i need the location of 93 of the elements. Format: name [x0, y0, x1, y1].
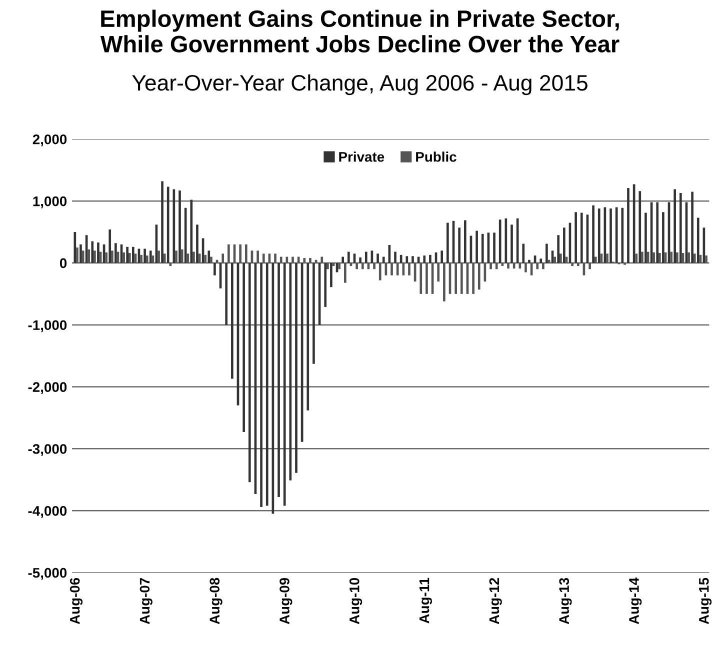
bar: [540, 258, 542, 263]
bar: [242, 262, 245, 432]
bar: [225, 262, 228, 325]
x-tick-label: Aug-12: [489, 578, 502, 624]
bar: [74, 232, 76, 263]
x-tick-label: Aug-10: [349, 578, 362, 624]
x-tick-label: Aug-08: [210, 578, 222, 624]
bar: [406, 256, 408, 263]
bar: [476, 230, 478, 263]
bar: [423, 256, 426, 263]
bar: [364, 252, 368, 263]
bar: [592, 205, 594, 263]
bar: [149, 250, 152, 263]
bar: [615, 207, 618, 263]
bar: [266, 262, 268, 506]
bar: [161, 181, 164, 263]
bar: [208, 250, 210, 263]
bar: [132, 246, 134, 263]
x-tick-label: Aug-11: [420, 578, 432, 624]
bar: [248, 262, 251, 482]
y-tick-label: -1,000: [28, 320, 67, 332]
bar: [510, 224, 513, 263]
bar: [278, 262, 280, 498]
y-tick-label: 2,000: [32, 134, 67, 146]
bar: [598, 208, 600, 263]
bar: [342, 256, 344, 263]
bar: [348, 252, 350, 263]
bar: [108, 230, 112, 263]
y-tick-label: 0: [60, 258, 67, 268]
bar: [283, 262, 286, 506]
bar: [330, 262, 332, 288]
bar: [80, 244, 82, 263]
x-tick-label: Aug-06: [70, 578, 83, 624]
bar: [144, 248, 146, 263]
bar: [610, 208, 612, 263]
y-tick-label: -4,000: [28, 506, 67, 518]
y-tick-label: -5,000: [28, 568, 67, 580]
x-tick-label: Aug-15: [699, 578, 712, 624]
bar: [696, 218, 700, 263]
bar: [574, 212, 577, 263]
bar: [359, 257, 362, 263]
y-tick-label: -2,000: [28, 382, 67, 394]
y-tick-label: -3,000: [28, 444, 67, 456]
bar: [674, 189, 676, 263]
bar: [97, 242, 100, 263]
bar: [126, 246, 128, 263]
bar: [324, 262, 327, 307]
bar: [458, 228, 460, 263]
bar: [557, 235, 560, 263]
bar: [656, 202, 659, 263]
bar: [563, 228, 566, 263]
bar: [481, 234, 484, 263]
bar: [376, 254, 379, 263]
y-tick-label: 1,000: [33, 196, 67, 208]
x-tick-label: Aug-09: [280, 578, 292, 624]
x-tick-label: Aug-07: [140, 578, 152, 624]
bar: [312, 262, 315, 364]
bar: [522, 244, 525, 263]
x-tick-label: Aug-13: [559, 578, 572, 624]
legend-label: Private: [339, 152, 384, 162]
bar: [412, 256, 414, 263]
bar: [394, 252, 396, 263]
bar: [493, 232, 496, 263]
bar: [382, 256, 385, 263]
bar: [498, 220, 502, 263]
legend-label: Public: [416, 152, 456, 162]
bar: [190, 200, 193, 263]
bar: [114, 243, 117, 263]
bar: [91, 241, 94, 263]
bar: [429, 254, 432, 263]
bar: [644, 212, 647, 263]
chart-subtitle: Year-Over-Year Change, Aug 2006 - Aug 2015: [132, 74, 588, 96]
bar: [679, 192, 682, 263]
bar: [691, 192, 694, 263]
bar: [546, 244, 548, 263]
bar: [464, 220, 466, 263]
chart-title: Employment Gains Continue in Private Sector, While Government Jobs Decline Over the Year: [100, 10, 620, 52]
bar: [446, 222, 449, 263]
bar: [214, 262, 216, 276]
bar: [178, 190, 181, 263]
bar: [638, 191, 642, 263]
bar: [440, 250, 444, 263]
bar: [580, 212, 583, 263]
bar: [166, 186, 170, 263]
x-tick-label: Aug-14: [629, 578, 642, 624]
bar: [295, 262, 298, 473]
bar: [260, 262, 262, 507]
bar: [528, 260, 530, 263]
bar: [627, 188, 630, 263]
bar: [231, 262, 234, 379]
bar: [662, 212, 664, 263]
bar: [196, 224, 198, 263]
bar: [306, 262, 310, 410]
